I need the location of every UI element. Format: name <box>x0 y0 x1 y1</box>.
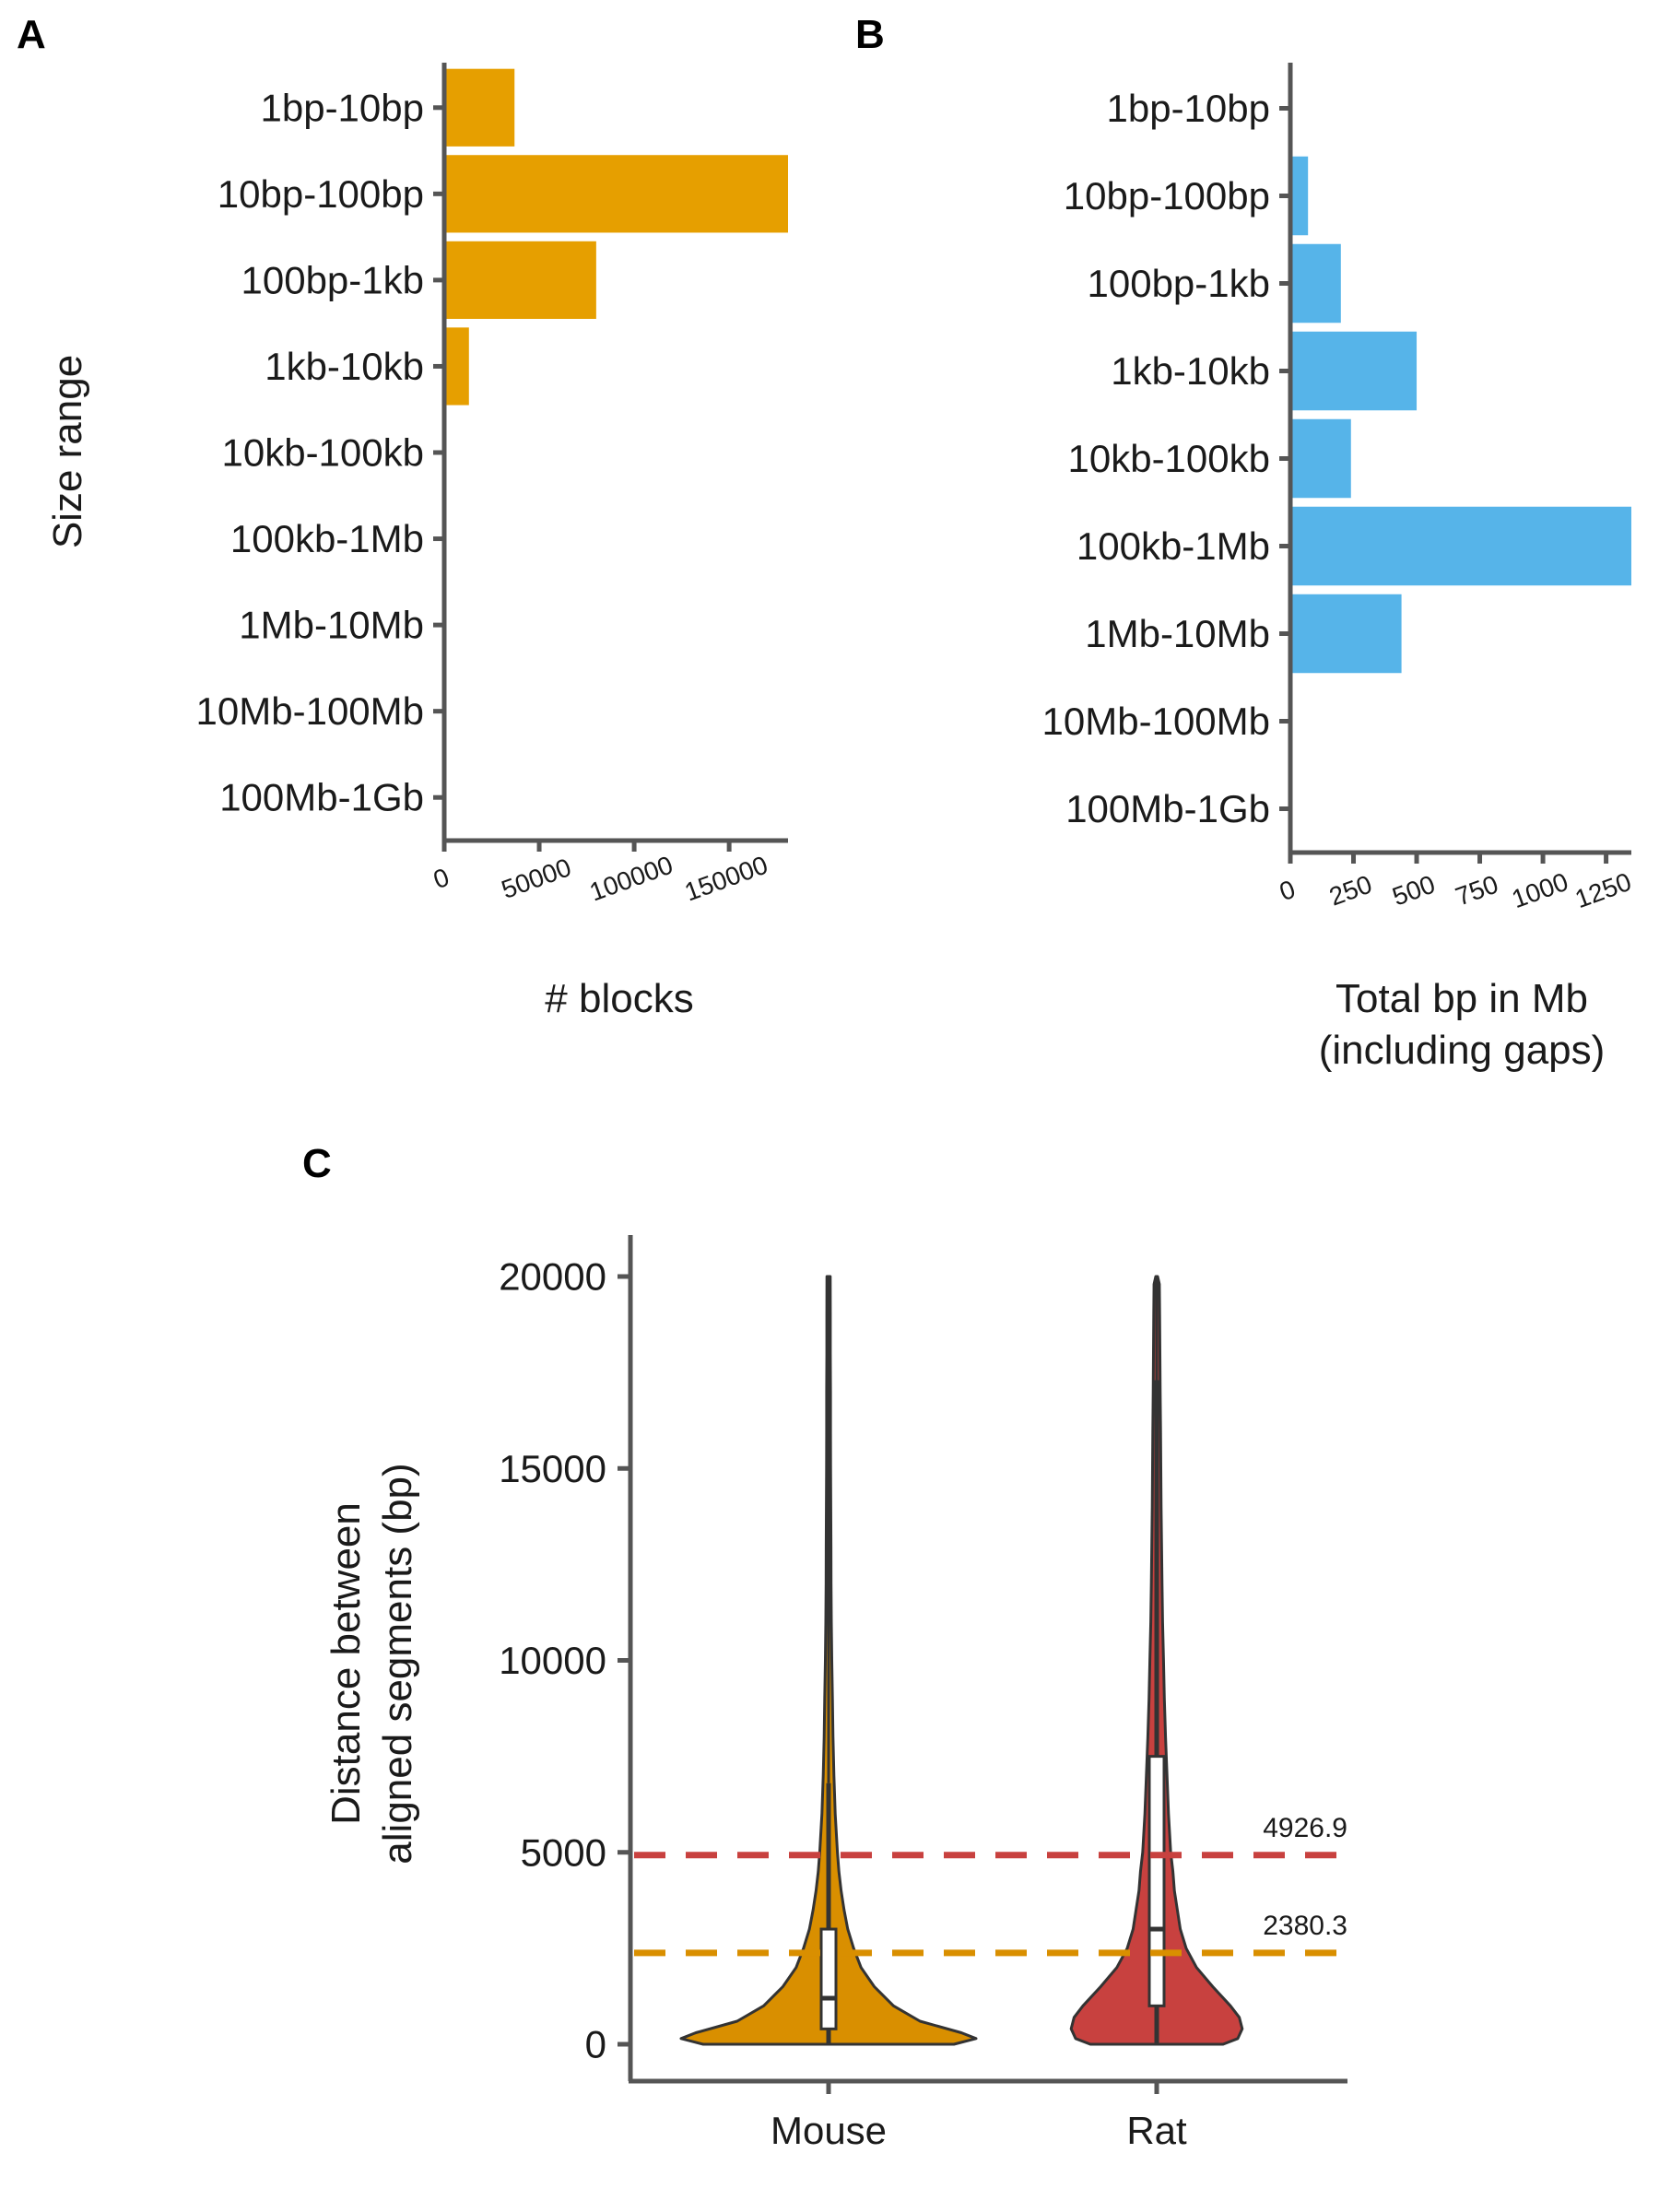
bar-10bp-100bp <box>444 155 788 233</box>
y-tick-label: 0 <box>585 2023 606 2066</box>
x-tick-label: 750 <box>1452 870 1502 912</box>
panel-a-letter: A <box>17 12 46 57</box>
panel-c-letter: C <box>302 1141 332 1186</box>
reference-line-label: 2380.3 <box>1263 1911 1347 1941</box>
panel-b-letter: B <box>855 12 885 57</box>
y-tick-label: 1kb-10kb <box>1111 349 1270 393</box>
x-tick-label: 50000 <box>498 853 575 904</box>
x-tick-label: 0 <box>1276 875 1299 906</box>
x-tick-label: 1250 <box>1571 867 1635 913</box>
y-tick-label: 100Mb-1Gb <box>219 776 424 819</box>
box-mouse <box>819 1927 838 2030</box>
y-tick-label: 10Mb-100Mb <box>196 689 424 733</box>
bar-100kb-1mb <box>1290 506 1631 586</box>
panel-c-violin-chart: 4926.9 2380.3 0 5000 10000 15000 20000 Mouse Rat… <box>324 1235 1347 2152</box>
y-tick-label: 10000 <box>499 1639 606 1682</box>
x-tick-label: 1000 <box>1508 867 1571 913</box>
y-tick-label: 10bp-100bp <box>1064 174 1270 218</box>
x-tick-label: Rat <box>1126 2109 1187 2152</box>
x-tick-label: 250 <box>1325 870 1376 912</box>
x-axis-title: # blocks <box>545 976 693 1021</box>
y-tick-label: 5000 <box>521 1830 606 1874</box>
y-tick-label: 15000 <box>499 1447 606 1490</box>
y-tick-label: 100bp-1kb <box>1088 262 1271 305</box>
y-tick-label: 20000 <box>499 1255 606 1299</box>
y-tick-label: 100kb-1Mb <box>230 517 424 560</box>
box-rat <box>1147 1755 1166 2007</box>
x-axis-title-line: Total bp in Mb <box>1335 976 1588 1021</box>
bar-1bp-10bp <box>444 68 515 147</box>
y-tick-label: 100bp-1kb <box>241 258 425 301</box>
panel-b-bar-chart: 1bp-10bp 10bp-100bp 100bp-1kb 1kb-10kb 10kb-… <box>1042 63 1635 1073</box>
y-tick-label: 1Mb-10Mb <box>1085 612 1270 655</box>
bar-1kb-10kb <box>1290 331 1418 411</box>
y-tick-label: 10Mb-100Mb <box>1042 700 1270 743</box>
x-tick-label: 100000 <box>586 851 677 907</box>
y-tick-label: 1bp-10bp <box>1107 87 1271 130</box>
reference-line-label: 4926.9 <box>1263 1813 1347 1843</box>
y-axis-title-line: Distance between <box>324 1502 369 1825</box>
bar-10kb-100kb <box>1290 418 1351 499</box>
x-tick-label: 150000 <box>681 851 771 907</box>
bar-100bp-1kb <box>444 241 596 319</box>
y-tick-label: 10kb-100kb <box>1068 437 1271 480</box>
bar-10bp-100bp <box>1290 156 1309 236</box>
y-axis-title-line: aligned segments (bp) <box>375 1463 420 1864</box>
bar-1kb-10kb <box>444 327 469 406</box>
bar-100bp-1kb <box>1290 243 1341 324</box>
x-axis-title-line: (including gaps) <box>1319 1028 1606 1073</box>
panel-a-bar-chart: 1bp-10bp 10bp-100bp 100bp-1kb 1kb-10kb 10kb-… <box>45 63 788 1021</box>
bar-1mb-10mb <box>1290 594 1402 674</box>
x-tick-label: Mouse <box>771 2109 887 2152</box>
y-tick-label: 100Mb-1Gb <box>1065 787 1270 830</box>
y-axis-title: Size range <box>45 355 90 548</box>
x-tick-label: 500 <box>1389 870 1440 912</box>
y-tick-label: 100kb-1Mb <box>1077 524 1270 568</box>
x-tick-label: 0 <box>429 863 453 894</box>
y-tick-label: 1kb-10kb <box>265 345 424 388</box>
y-tick-label: 10kb-100kb <box>222 431 425 475</box>
y-tick-label: 1Mb-10Mb <box>239 604 424 647</box>
y-tick-label: 1bp-10bp <box>261 86 425 129</box>
y-tick-label: 10bp-100bp <box>218 172 424 216</box>
